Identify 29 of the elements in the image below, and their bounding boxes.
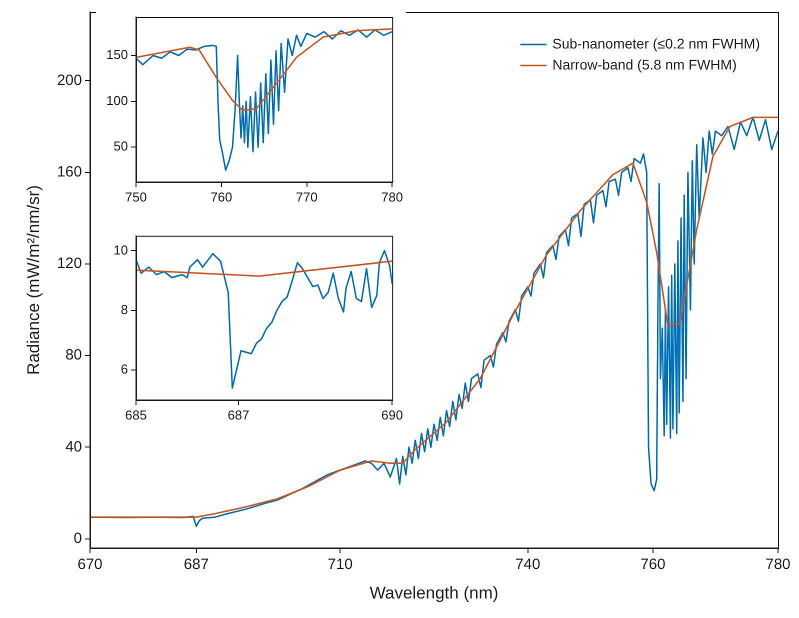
x-tick-label: 710: [328, 556, 353, 574]
legend-label: Narrow-band (5.8 nm FWHM): [552, 56, 737, 72]
y-tick-label: 10: [114, 242, 128, 258]
x-axis-title: Wavelength (nm): [370, 583, 498, 602]
legend-label: Sub-nanometer (≤0.2 nm FWHM): [552, 35, 760, 52]
x-tick-label: 687: [184, 556, 209, 574]
x-tick-label: 780: [765, 556, 791, 574]
y-tick-label: 160: [56, 163, 82, 180]
x-tick-label: 740: [515, 556, 540, 574]
x-tick-label: 750: [125, 189, 147, 204]
x-tick-label: 780: [381, 189, 404, 204]
y-tick-label: 150: [106, 47, 128, 62]
y-tick-label: 120: [56, 255, 82, 272]
y-tick-label: 40: [65, 438, 82, 456]
x-tick-label: 690: [381, 407, 404, 422]
x-tick-label: 687: [228, 407, 250, 422]
y-tick-label: 8: [120, 302, 128, 318]
x-tick-label: 670: [77, 556, 103, 574]
y-tick-label: 0: [74, 530, 82, 547]
x-tick-label: 760: [210, 189, 232, 204]
y-tick-label: 100: [106, 92, 128, 108]
x-tick-label: 685: [125, 407, 147, 422]
x-tick-label: 760: [640, 556, 666, 574]
y-tick-label: 6: [120, 362, 128, 377]
x-tick-label: 770: [296, 189, 318, 204]
y-axis-title: Radiance (mW/m²/nm/sr): [24, 185, 43, 375]
y-tick-label: 50: [114, 138, 128, 154]
y-tick-label: 80: [65, 346, 82, 364]
y-tick-label: 200: [56, 72, 82, 89]
